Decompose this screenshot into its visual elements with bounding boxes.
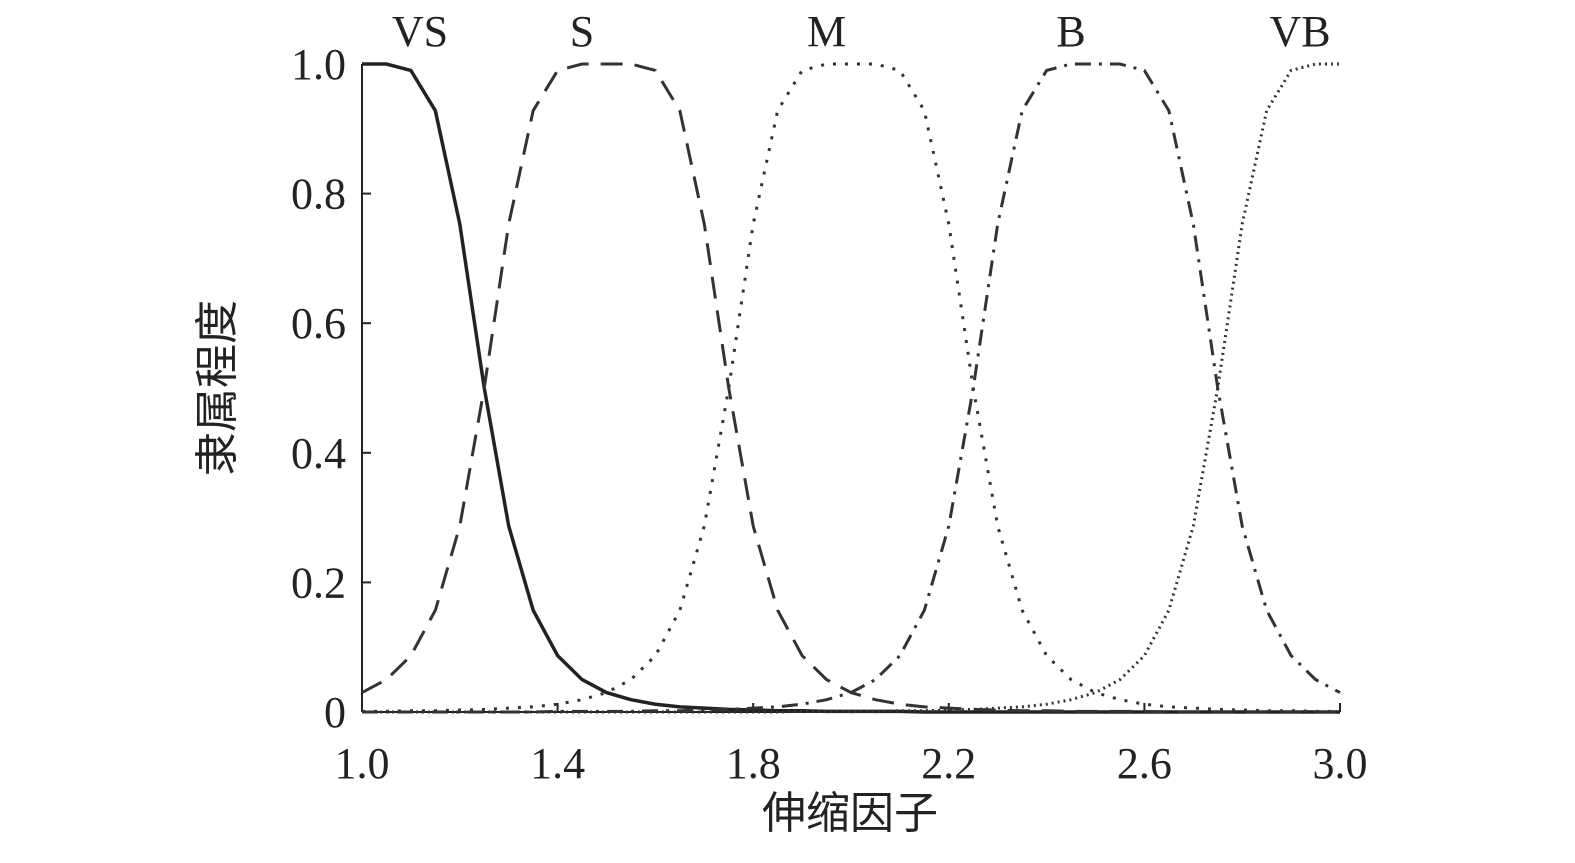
y-tick-label: 0.4 xyxy=(291,429,346,478)
series-label: VB xyxy=(1269,7,1330,56)
x-tick-label: 3.0 xyxy=(1313,739,1368,788)
x-axis-title: 伸缩因子 xyxy=(762,789,938,838)
series-line xyxy=(362,62,1340,714)
series-label: B xyxy=(1056,7,1085,56)
series-label: M xyxy=(807,7,846,56)
series-label: VS xyxy=(392,7,448,56)
y-tick-label: 0.2 xyxy=(291,558,346,607)
x-tick-label: 1.0 xyxy=(335,739,390,788)
y-tick-label: 0 xyxy=(324,688,346,737)
y-tick-label: 1.0 xyxy=(291,40,346,89)
y-tick-label: 0.8 xyxy=(291,170,346,219)
x-tick-label: 2.2 xyxy=(921,739,976,788)
y-axis-title: 隶属程度 xyxy=(193,300,242,476)
y-tick-label: 0.6 xyxy=(291,299,346,348)
series-line xyxy=(361,62,1340,714)
series-line xyxy=(362,62,1341,714)
x-tick-label: 1.4 xyxy=(530,739,585,788)
series-label: S xyxy=(570,7,594,56)
x-tick-label: 2.6 xyxy=(1117,739,1172,788)
series-line xyxy=(362,62,1340,713)
x-tick-label: 1.8 xyxy=(726,739,781,788)
series-line xyxy=(362,62,1340,714)
